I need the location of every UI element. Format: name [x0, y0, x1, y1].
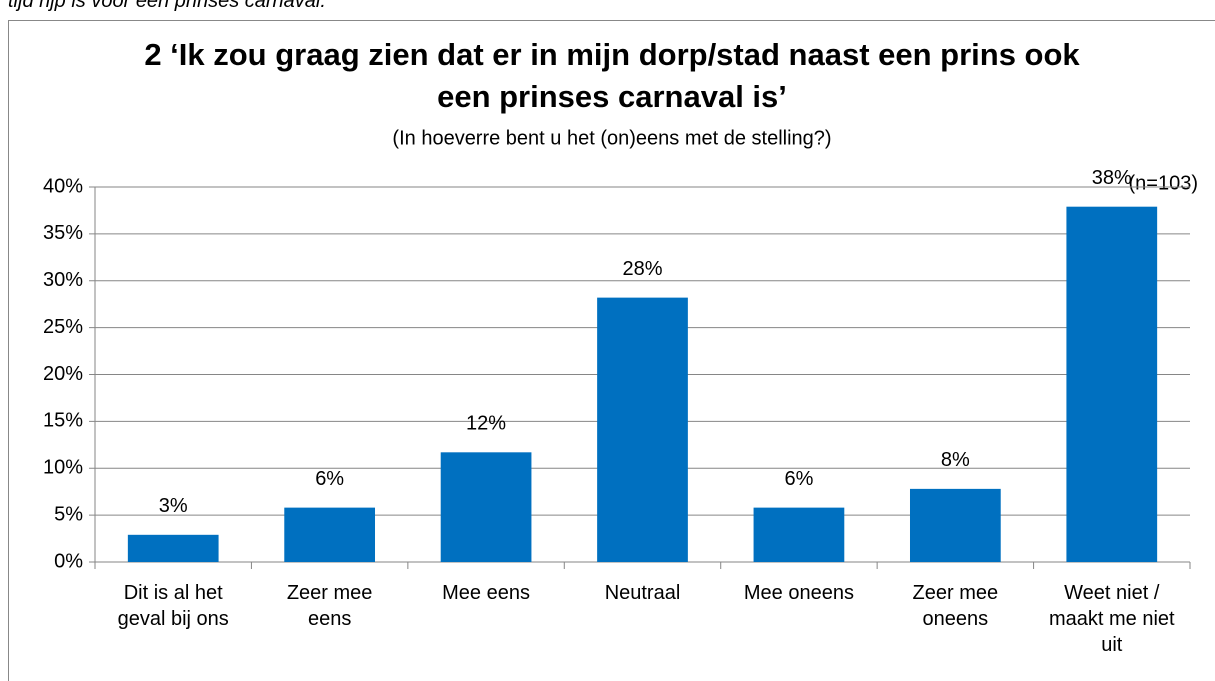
- bar: [440, 452, 532, 562]
- y-tick-label: 15%: [43, 410, 83, 432]
- data-label: 6%: [315, 468, 344, 490]
- x-tick-label: Dit is al het geval bij ons: [117, 582, 229, 630]
- annotation: (n=103): [1129, 172, 1199, 194]
- y-tick-label: 30%: [43, 269, 83, 291]
- caption: tijd rijp is voor een prinses carnaval.: [8, 0, 326, 12]
- y-tick-label: 0%: [54, 550, 83, 572]
- bar: [597, 297, 688, 562]
- data-label: 6%: [784, 468, 813, 490]
- y-tick-label: 10%: [43, 457, 83, 479]
- bar: [753, 507, 845, 562]
- chart-subtitle: (In hoeverre bent u het (on)eens met de …: [392, 127, 831, 149]
- bar: [284, 507, 376, 562]
- y-tick-label: 5%: [54, 503, 83, 525]
- x-tick-label: Mee oneens: [743, 582, 854, 604]
- chart-title: 2 ‘Ik zou graag zien dat er in mijn dorp…: [144, 37, 1080, 114]
- y-tick-label: 25%: [43, 316, 83, 338]
- bar: [127, 534, 219, 562]
- bar: [1066, 206, 1158, 562]
- x-tick-label: Weet niet / maakt me niet uit: [1048, 582, 1175, 656]
- chart-frame: [8, 20, 1215, 681]
- x-tick-label: Neutraal: [604, 582, 681, 604]
- y-tick-label: 20%: [43, 363, 83, 385]
- y-tick-label: 40%: [43, 175, 83, 197]
- data-label: 12%: [466, 413, 506, 435]
- x-tick-label: Zeer mee oneens: [912, 582, 999, 630]
- y-tick-label: 35%: [43, 222, 83, 244]
- bar: [909, 488, 1001, 562]
- x-tick-label: Zeer mee eens: [286, 582, 373, 630]
- data-label: 3%: [159, 495, 188, 517]
- data-label: 28%: [622, 258, 662, 280]
- x-tick-label: Mee eens: [442, 582, 530, 604]
- data-label: 38%: [1092, 167, 1132, 189]
- data-label: 8%: [941, 449, 970, 471]
